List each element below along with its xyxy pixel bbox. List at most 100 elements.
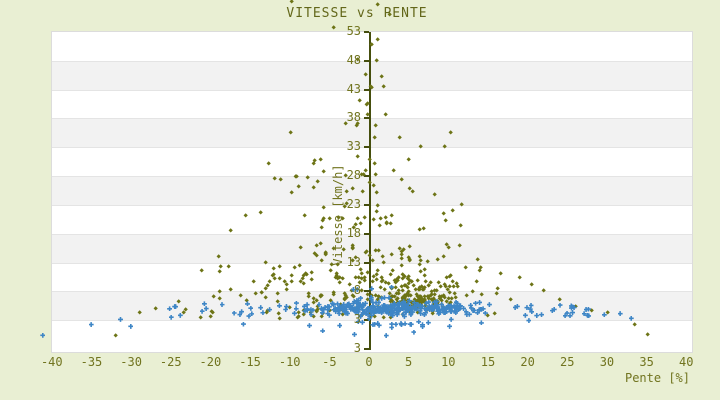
data-point — [363, 311, 369, 317]
data-point — [394, 307, 399, 313]
data-point — [427, 307, 433, 313]
data-point — [337, 323, 343, 329]
data-point — [362, 300, 368, 306]
data-point — [306, 323, 312, 329]
data-point — [447, 323, 453, 329]
data-point — [411, 303, 417, 309]
data-point — [340, 307, 346, 313]
data-point — [470, 308, 476, 314]
y-tick-label: 18 — [346, 225, 362, 240]
data-point — [601, 312, 607, 318]
data-point — [453, 299, 459, 305]
data-point — [396, 300, 402, 306]
data-point — [336, 308, 342, 314]
x-tick-label: -35 — [80, 355, 103, 369]
x-tick-label: 25 — [560, 355, 575, 369]
data-point — [346, 304, 352, 310]
data-point — [345, 310, 351, 316]
data-point — [354, 287, 360, 293]
y-tick-label: 3 — [353, 341, 362, 356]
data-point — [411, 329, 417, 335]
data-point — [173, 304, 179, 310]
data-point — [276, 303, 282, 309]
data-point — [396, 308, 402, 314]
data-point — [564, 310, 570, 316]
x-tick-label: 20 — [520, 355, 535, 369]
data-point — [292, 310, 298, 316]
x-tick-label: -10 — [278, 355, 301, 369]
data-point — [447, 304, 453, 310]
data-point — [421, 312, 427, 318]
data-point — [342, 309, 348, 315]
data-point — [486, 302, 492, 308]
data-point — [418, 304, 424, 310]
data-point — [88, 322, 94, 328]
y-tick-label: 3 — [353, 312, 362, 327]
data-point — [448, 316, 454, 322]
grid-band — [52, 176, 692, 205]
data-point — [448, 309, 454, 315]
grid-line — [52, 176, 692, 178]
data-point — [480, 306, 486, 312]
grid-line — [52, 204, 692, 206]
data-point — [414, 306, 420, 312]
data-point — [451, 303, 457, 309]
data-point — [434, 305, 440, 311]
data-point — [422, 310, 428, 316]
data-point — [361, 310, 367, 316]
data-point — [326, 304, 332, 310]
data-point — [331, 307, 337, 313]
data-point — [355, 309, 361, 315]
data-point — [370, 299, 376, 305]
y-tick-label: 53 — [346, 24, 362, 38]
data-point — [360, 302, 366, 308]
data-point — [381, 304, 387, 310]
data-point — [420, 322, 425, 328]
data-point — [366, 316, 372, 322]
data-point — [401, 305, 407, 311]
data-point — [406, 298, 412, 304]
data-point — [416, 319, 422, 325]
data-point — [304, 302, 310, 308]
data-point — [417, 308, 423, 314]
data-point — [437, 309, 443, 315]
data-point — [368, 309, 374, 315]
data-point — [329, 300, 335, 306]
x-tick-label: -15 — [239, 355, 261, 369]
data-point — [406, 307, 412, 313]
grid-line — [52, 147, 692, 149]
data-point — [529, 309, 535, 315]
y-tick-label: 33 — [346, 139, 362, 154]
data-point — [476, 307, 482, 313]
x-tick-label: -30 — [120, 355, 142, 369]
data-point — [389, 309, 395, 315]
data-point — [383, 333, 389, 339]
data-point — [429, 305, 435, 311]
data-point — [244, 301, 250, 307]
data-point — [351, 331, 357, 337]
data-point — [341, 302, 347, 308]
data-point — [381, 295, 387, 301]
data-point — [246, 313, 252, 319]
grid-band — [52, 89, 692, 119]
y-tick-mark — [364, 146, 370, 149]
data-point — [449, 305, 455, 311]
data-point — [435, 304, 441, 310]
plot-area — [40, 0, 693, 353]
data-point — [392, 306, 398, 312]
grid-line — [52, 233, 692, 235]
data-point — [557, 302, 563, 308]
data-point — [379, 310, 385, 316]
y-tick-mark — [364, 319, 370, 322]
y-tick-label: 13 — [346, 254, 362, 269]
y-tick-mark — [364, 59, 370, 62]
y-tick-mark — [364, 232, 370, 235]
data-point — [325, 311, 331, 317]
y-tick-label: 23 — [346, 196, 362, 211]
data-point — [365, 306, 371, 311]
data-point — [360, 307, 366, 313]
y-tick-mark — [364, 175, 370, 178]
data-point — [365, 308, 371, 314]
data-point — [568, 305, 574, 311]
data-point — [293, 300, 299, 306]
